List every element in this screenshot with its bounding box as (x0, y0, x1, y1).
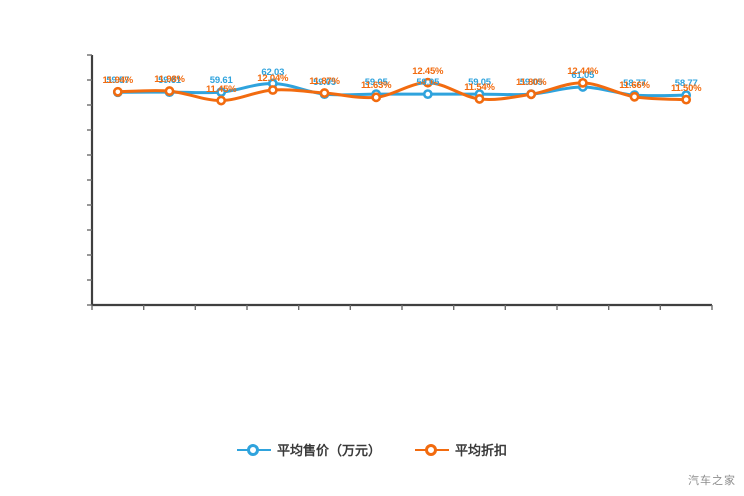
data-label: 59.05 (519, 77, 543, 89)
data-label: 62.03 (261, 66, 285, 78)
data-label: 59.57 (106, 75, 130, 87)
data-label: 12.45% (412, 65, 444, 77)
axes-group (87, 54, 713, 310)
legend-marker-circle-open-blue (236, 443, 271, 457)
data-label: 11.94% (102, 74, 134, 86)
data-label: 59.05 (416, 77, 440, 89)
data-label: 59.61 (158, 75, 181, 87)
data-label: 59.05 (313, 77, 336, 89)
data-label: 12.44% (567, 65, 599, 77)
data-point-marker[interactable] (577, 77, 588, 88)
data-label: 59.05 (364, 77, 388, 89)
data-point-marker[interactable] (474, 94, 485, 104)
data-label: 59.61 (209, 75, 233, 87)
x-axis-ticks (91, 305, 713, 310)
data-point-marker[interactable] (422, 89, 433, 100)
data-point-marker[interactable] (216, 95, 227, 106)
data-label: 61.05 (571, 70, 595, 81)
chart-legend: 平均售价（万元） 平均折扣 (0, 440, 744, 459)
data-label: 11.63% (360, 80, 392, 92)
legend-item-0[interactable]: 平均售价（万元） (236, 440, 381, 459)
data-point-marker[interactable] (629, 91, 640, 102)
data-label: 59.05 (468, 77, 491, 89)
data-label: 11.80% (515, 77, 547, 89)
y-axis-ticks (87, 54, 92, 306)
data-label: 11.50% (670, 82, 702, 94)
data-point-marker[interactable] (526, 89, 537, 100)
data-label: 11.98% (154, 74, 185, 86)
data-point-marker[interactable] (422, 77, 433, 88)
data-label: 11.45% (205, 83, 237, 95)
data-label: 58.77 (623, 78, 646, 90)
data-label: 58.77 (674, 78, 698, 90)
data-label: 11.66% (619, 79, 650, 91)
data-point-marker[interactable] (112, 86, 123, 97)
data-point-marker[interactable] (164, 86, 175, 96)
data-label: 11.87% (309, 76, 340, 87)
data-point-marker[interactable] (319, 88, 330, 98)
legend-marker-circle-open-orange (415, 443, 449, 457)
data-point-marker[interactable] (681, 94, 692, 105)
legend-label-0: 平均售价（万元） (276, 443, 381, 458)
data-label: 12.04% (257, 73, 289, 84)
series-markers-orange (112, 77, 692, 106)
legend-label-1: 平均折扣 (455, 443, 508, 458)
data-point-marker[interactable] (371, 92, 382, 103)
legend-item-1[interactable]: 平均折扣 (415, 440, 507, 459)
watermark-autohome: 汽车之家 (688, 475, 736, 487)
data-label: 11.54% (464, 81, 495, 93)
data-point-marker[interactable] (267, 85, 278, 95)
